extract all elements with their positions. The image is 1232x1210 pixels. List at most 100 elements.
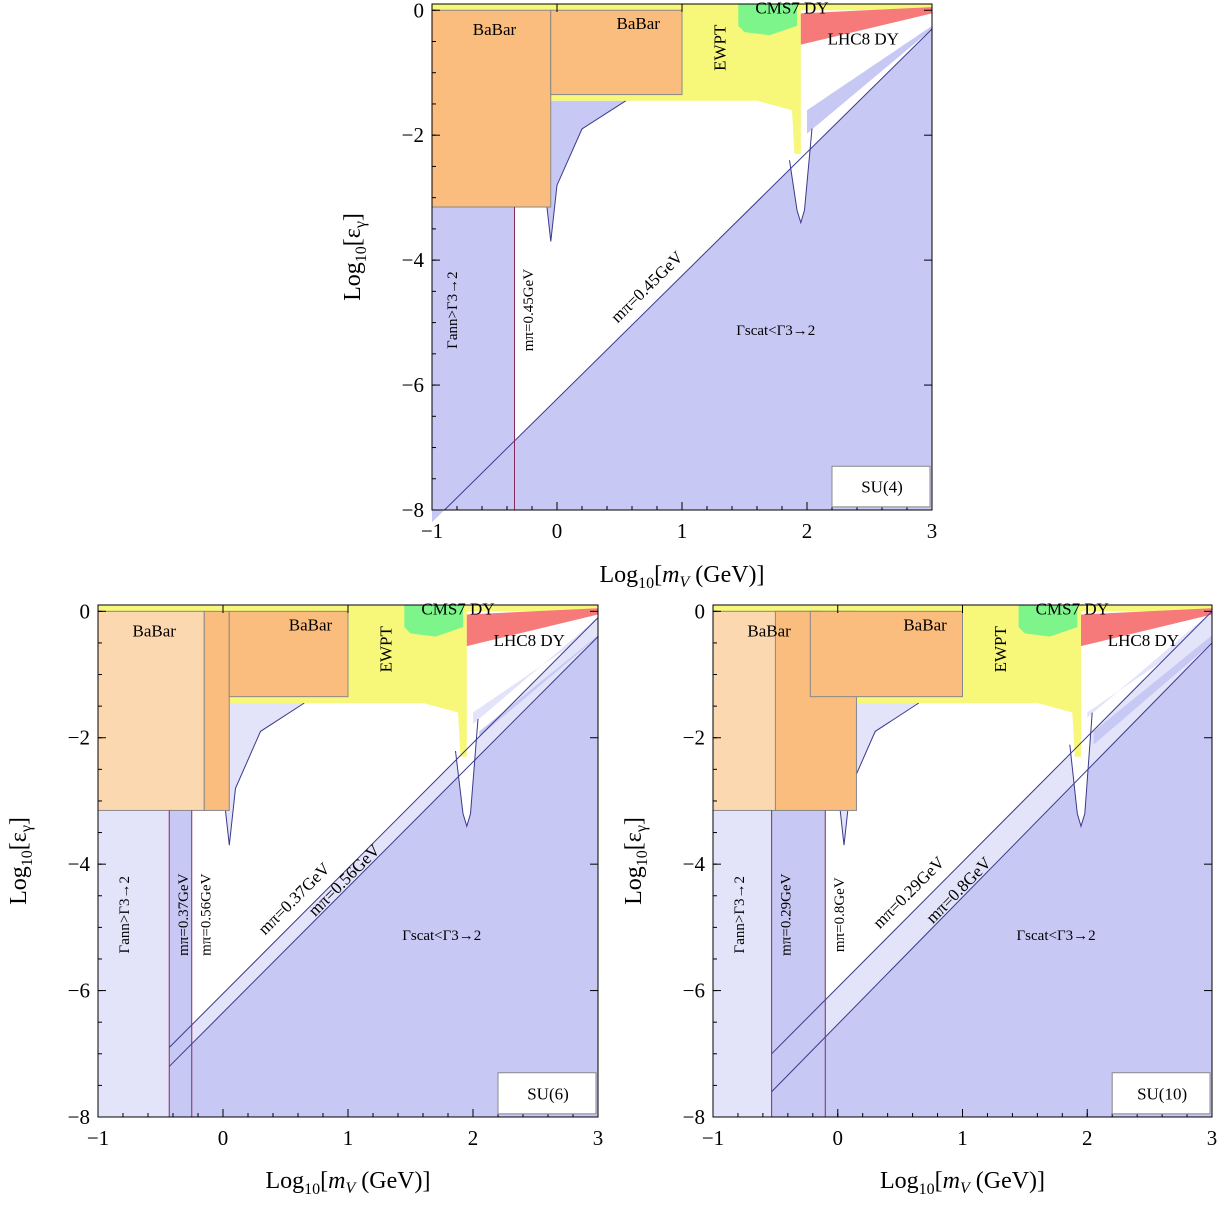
cms-label: CMS7 DY [755, 0, 828, 17]
ann-excluded-region-strong [771, 810, 826, 1117]
lhc-region [1081, 608, 1212, 647]
resonance-wedge-region [473, 617, 598, 724]
lhc-label: LHC8 DY [494, 631, 565, 650]
x-tick-label: 1 [957, 1126, 968, 1150]
cms-region [1018, 605, 1078, 637]
y-tick-label: −2 [683, 726, 705, 750]
y-axis-label: Log10[εγ] [340, 213, 370, 301]
x-axis-label: Log10[mV (GeV)] [599, 562, 764, 592]
mass-line-label-vertical: mπ=0.45GeV [521, 269, 537, 351]
x-tick-label: 0 [833, 1126, 844, 1150]
group-label-box [1111, 1072, 1211, 1115]
mass-line-diagonal [771, 610, 1213, 1055]
lhc-label: LHC8 DY [1108, 631, 1179, 650]
ewpt-label: EWPT [991, 626, 1010, 673]
resonance-wedge-region-strong [479, 635, 598, 737]
x-tick-label: 2 [1082, 1126, 1093, 1150]
babar-label-1: BaBar [473, 20, 517, 39]
y-tick-label: 0 [414, 0, 425, 22]
chart-panel-su10: −1 0 1 2 3 −8 −6 −4 −2 0 Log10[mV (GeV)] Log10[εγ] B… [621, 599, 1217, 1198]
group-label: SU(4) [861, 478, 903, 497]
mass-line-label-vertical: mπ=0.29GeV [778, 873, 794, 955]
x-tick-label: 3 [927, 519, 938, 543]
x-tick-label: 0 [552, 519, 563, 543]
x-tick-label: −1 [702, 1126, 724, 1150]
x-tick-label: 3 [593, 1126, 604, 1150]
y-tick-label: 0 [695, 599, 706, 623]
mass-line-diagonal [771, 642, 1213, 1093]
ann-excluded-region [98, 810, 170, 1117]
babar-box-left [431, 9, 552, 208]
scat-label: Γscat<Γ3→2 [736, 323, 815, 339]
x-tick-label: −1 [87, 1126, 109, 1150]
y-tick-label: −6 [683, 979, 705, 1003]
group-label-box [831, 465, 931, 508]
lhc-label: LHC8 DY [828, 30, 899, 49]
ann-label: Γann>Γ3→2 [117, 876, 133, 953]
x-tick-label: 3 [1207, 1126, 1218, 1150]
ann-excluded-region [713, 810, 772, 1117]
lhc-region [800, 7, 932, 45]
resonance-dip-outline [1069, 712, 1093, 828]
resonance-dip [789, 128, 812, 223]
cms-region [738, 4, 797, 36]
babar-label-2: BaBar [289, 615, 333, 634]
y-tick-label: −8 [68, 1105, 90, 1129]
babar-label-2: BaBar [617, 14, 661, 33]
y-tick-label: −4 [683, 852, 706, 876]
resonance-wedge-region [807, 25, 932, 134]
cms-region [404, 605, 463, 637]
x-tick-label: 1 [677, 519, 688, 543]
lhc-region [466, 608, 598, 647]
y-tick-label: −4 [68, 852, 91, 876]
babar-box-right [809, 610, 963, 698]
ann-excluded-region-strong [169, 810, 192, 1117]
y-tick-label: −6 [68, 979, 90, 1003]
y-tick-label: −8 [402, 498, 424, 522]
cms-label: CMS7 DY [421, 599, 494, 618]
x-tick-label: 2 [468, 1126, 479, 1150]
babar-box-left [97, 610, 205, 811]
resonance-dip-outline [789, 128, 813, 225]
ann-excluded-region [432, 207, 515, 510]
chart-panel-su4: −1 0 1 2 3 −8 −6 −4 −2 0 Log10[mV (GeV)] Log10[εγ] B… [340, 0, 937, 592]
x-tick-label: −1 [421, 519, 443, 543]
y-tick-label: −2 [68, 726, 90, 750]
resonance-dip-low [488, 100, 626, 242]
resonance-dip-low [166, 703, 305, 846]
babar-label-2: BaBar [903, 615, 947, 634]
scat-excluded-region [169, 636, 599, 1117]
babar-box-right [228, 610, 349, 698]
y-tick-label: −8 [683, 1105, 705, 1129]
x-tick-label: 0 [218, 1126, 229, 1150]
group-label: SU(10) [1137, 1084, 1187, 1103]
y-axis-label: Log10[εγ] [621, 817, 651, 905]
ewpt-label: EWPT [377, 626, 396, 673]
x-tick-label: 1 [343, 1126, 354, 1150]
ann-label: Γann>Γ3→2 [732, 876, 748, 953]
y-tick-label: −2 [402, 123, 424, 147]
resonance-dip-outline [455, 718, 479, 828]
babar-box-right [550, 9, 683, 96]
babar-box-middle [203, 610, 230, 811]
resonance-dip-low-outline [222, 702, 305, 846]
mass-line-label-vertical: mπ=0.56GeV [199, 873, 215, 955]
ann-label: Γann>Γ3→2 [445, 271, 461, 348]
x-axis-label: Log10[mV (GeV)] [265, 1168, 430, 1198]
mass-line-label-vertical: mπ=0.37GeV [176, 873, 192, 955]
cms-label: CMS7 DY [1036, 599, 1109, 618]
resonance-dip-low-outline [544, 100, 627, 242]
y-axis-label: Log10[εγ] [6, 817, 36, 905]
chart-panel-su6: −1 0 1 2 3 −8 −6 −4 −2 0 Log10[mV (GeV)] Log10[εγ] B… [6, 599, 603, 1198]
scat-excluded-region [771, 642, 1212, 1117]
mass-line-diagonal [168, 636, 599, 1067]
babar-label-1: BaBar [133, 622, 177, 641]
x-tick-label: 2 [802, 519, 813, 543]
scat-label: Γscat<Γ3→2 [1017, 928, 1096, 944]
x-axis-label: Log10[mV (GeV)] [880, 1168, 1045, 1198]
mass-line-diagonal [168, 617, 599, 1048]
y-tick-label: −4 [402, 248, 425, 272]
scat-label: Γscat<Γ3→2 [402, 928, 481, 944]
band-between-lines [169, 617, 599, 1067]
